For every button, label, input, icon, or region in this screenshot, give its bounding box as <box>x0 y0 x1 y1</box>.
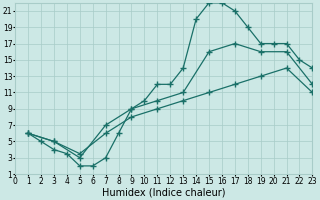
X-axis label: Humidex (Indice chaleur): Humidex (Indice chaleur) <box>102 187 226 197</box>
